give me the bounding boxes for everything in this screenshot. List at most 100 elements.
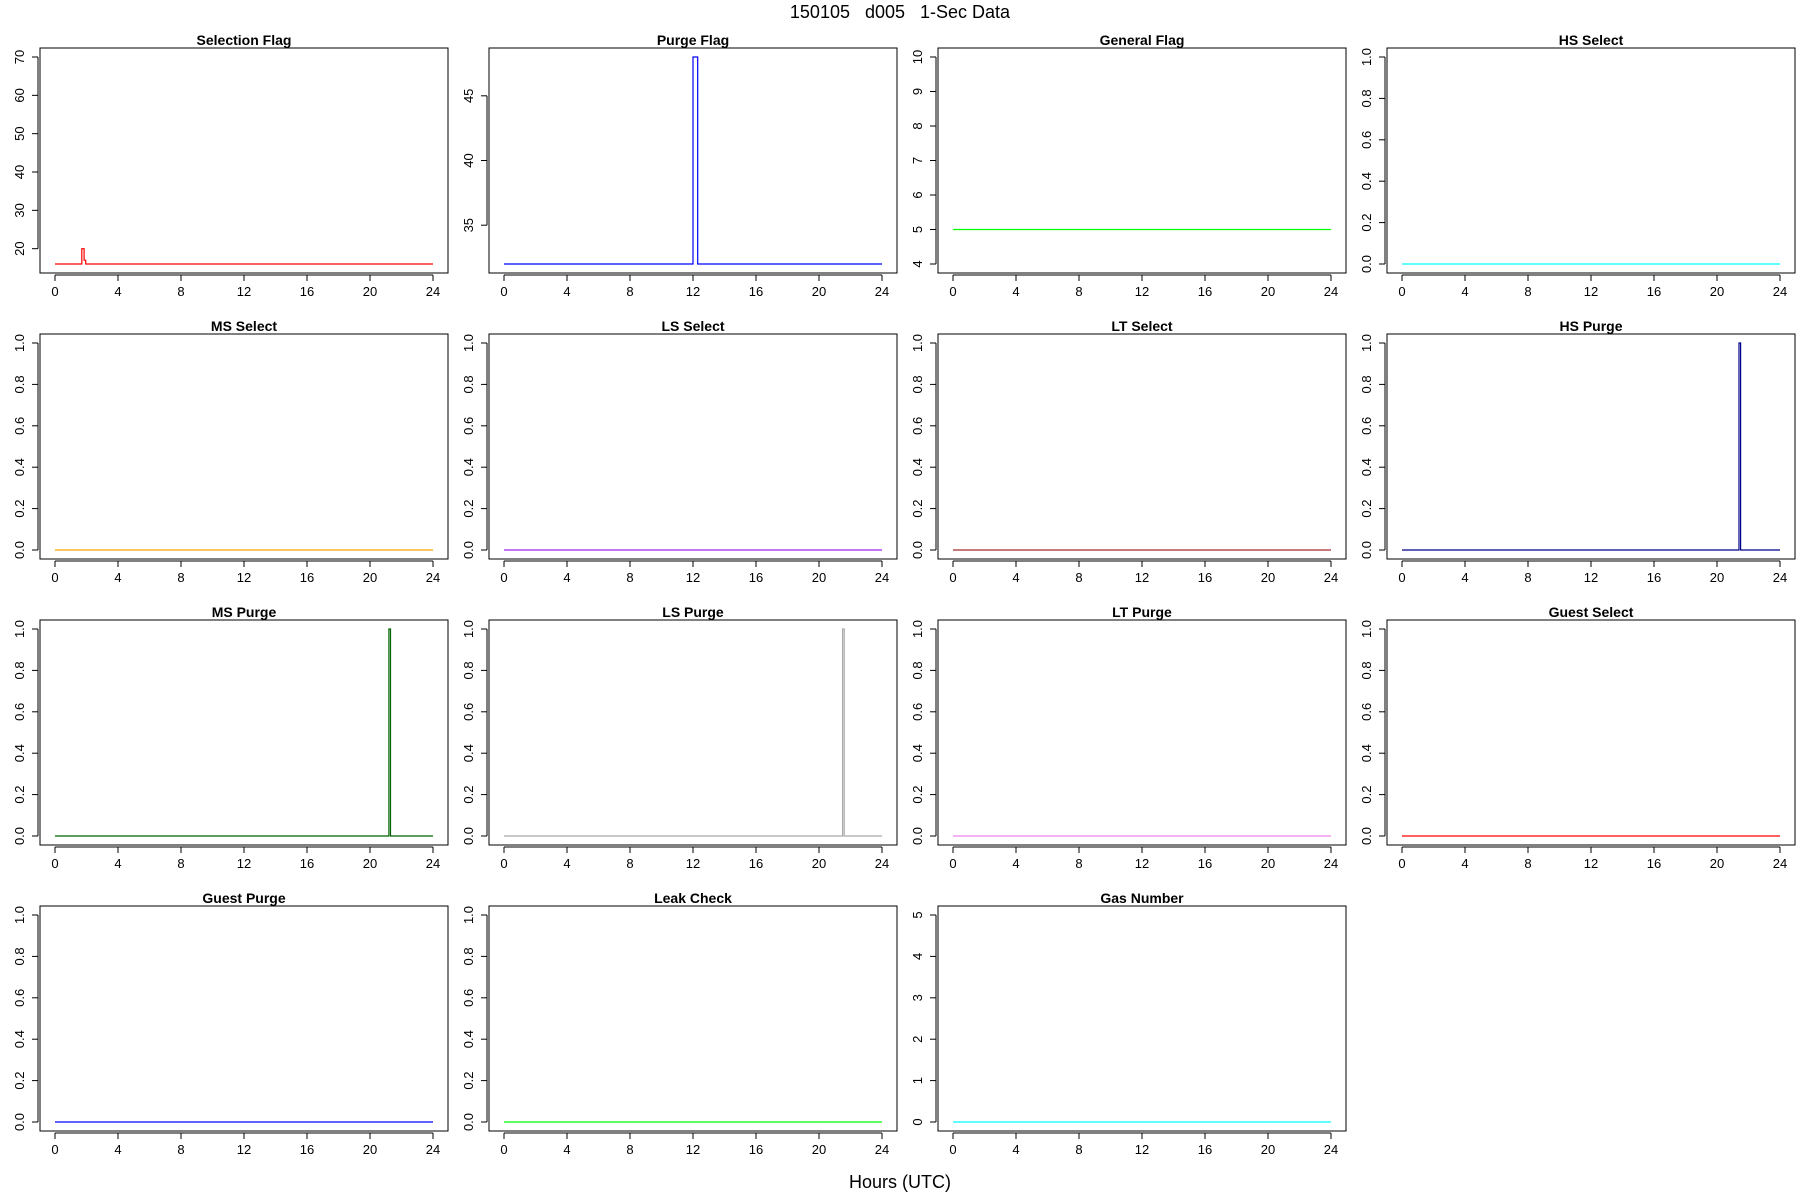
y-tick-label: 10 [910,50,925,64]
y-tick-label: 6 [910,191,925,198]
x-tick-label: 4 [1012,1142,1019,1157]
x-tick-label: 16 [300,570,314,585]
y-tick-label: 0.0 [1359,255,1374,273]
x-tick-label: 12 [686,1142,700,1157]
x-tick-label: 4 [563,570,570,585]
y-tick-label: 3 [910,994,925,1001]
plot-box [937,47,1347,274]
x-tick-label: 16 [1198,1142,1212,1157]
y-tick-label: 0.8 [461,375,476,393]
y-tick-label: 0.0 [12,1113,27,1131]
x-tick-label: 8 [177,570,184,585]
y-tick-label: 0.0 [1359,541,1374,559]
x-tick-label: 20 [812,570,826,585]
panel-purge-flag: Purge Flag 0 4 8 12 16 20 24 35 40 45 [461,32,898,299]
x-tick-label: 8 [626,284,633,299]
x-tick-label: 16 [1198,570,1212,585]
plot-box [488,47,898,274]
panel-lt-purge: LT Purge 0 4 8 12 16 20 24 0.0 0.2 0.4 0.6 0.8 1.0 [910,604,1347,871]
x-tick-label: 20 [1261,570,1275,585]
y-tick-label: 0.4 [12,1030,27,1048]
x-tick-label: 8 [1075,570,1082,585]
x-tick-label: 8 [626,1142,633,1157]
x-tick-label: 20 [363,284,377,299]
y-tick-label: 2 [910,1036,925,1043]
y-tick-label: 1.0 [12,620,27,638]
x-tick-label: 0 [949,284,956,299]
x-tick-label: 24 [1324,570,1338,585]
x-tick-label: 16 [749,1142,763,1157]
y-tick-label: 0.4 [910,458,925,476]
panel-title: LT Purge [1112,604,1172,620]
panel-title: LS Purge [662,604,724,620]
y-tick-label: 0.2 [1359,500,1374,518]
x-tick-label: 24 [1324,856,1338,871]
x-tick-label: 0 [949,570,956,585]
panel-lt-select: LT Select 0 4 8 12 16 20 24 0.0 0.2 0.4 0.6 0.8 1.0 [910,318,1347,585]
x-tick-label: 20 [363,570,377,585]
x-tick-label: 8 [1524,570,1531,585]
y-tick-label: 0.6 [910,703,925,721]
x-tick-label: 0 [51,856,58,871]
y-tick-label: 0.4 [1359,744,1374,762]
panel-title: HS Purge [1559,318,1622,334]
x-tick-label: 16 [300,856,314,871]
x-tick-label: 16 [300,284,314,299]
x-tick-label: 12 [237,570,251,585]
y-tick-label: 1.0 [12,906,27,924]
x-tick-label: 0 [500,1142,507,1157]
series-line [1402,342,1780,551]
y-tick-label: 40 [12,165,27,179]
x-tick-label: 12 [1135,284,1149,299]
plot-box [1386,333,1796,560]
y-tick-label: 0.2 [12,500,27,518]
y-tick-label: 0.6 [461,989,476,1007]
x-tick-label: 24 [1773,570,1787,585]
y-tick-label: 0.6 [1359,703,1374,721]
x-tick-label: 24 [1324,284,1338,299]
panel-title: Purge Flag [657,32,729,48]
x-tick-label: 0 [1398,570,1405,585]
panel-title: Selection Flag [197,32,292,48]
y-tick-label: 1.0 [910,620,925,638]
y-tick-label: 0.4 [461,1030,476,1048]
panel-ls-purge: LS Purge 0 4 8 12 16 20 24 0.0 0.2 0.4 0.6 0.8 1.0 [461,604,898,871]
x-tick-label: 12 [1584,570,1598,585]
y-tick-label: 60 [12,88,27,102]
x-tick-label: 20 [1261,1142,1275,1157]
panel-title: HS Select [1559,32,1624,48]
x-tick-label: 12 [1584,284,1598,299]
y-tick-label: 0.2 [1359,786,1374,804]
x-tick-label: 20 [812,1142,826,1157]
x-tick-label: 4 [1461,284,1468,299]
y-tick-label: 1.0 [1359,620,1374,638]
y-tick-label: 0.8 [12,375,27,393]
x-tick-label: 12 [1135,570,1149,585]
panel-hs-select: HS Select 0 4 8 12 16 20 24 0.0 0.2 0.4 0.6 0.8 1.0 [1359,32,1796,299]
panel-title: Guest Purge [202,890,285,906]
y-tick-label: 4 [910,260,925,267]
x-tick-label: 16 [1647,284,1661,299]
x-tick-label: 8 [626,856,633,871]
y-tick-label: 4 [910,953,925,960]
x-tick-label: 20 [812,284,826,299]
x-tick-label: 0 [500,856,507,871]
x-tick-label: 8 [177,856,184,871]
x-tick-label: 24 [875,856,889,871]
plot-box [39,333,449,560]
plot-box [488,619,898,846]
figure-title: 150105 d005 1-Sec Data [789,2,1011,22]
y-tick-label: 0.8 [461,661,476,679]
x-tick-label: 16 [1198,284,1212,299]
panel-leak-check: Leak Check 0 4 8 12 16 20 24 0.0 0.2 0.4 0.6 0.8 1.0 [461,890,898,1157]
panel-title: Guest Select [1549,604,1634,620]
x-tick-label: 0 [51,284,58,299]
x-tick-label: 20 [363,856,377,871]
panel-title: MS Select [211,318,277,334]
y-tick-label: 0.4 [910,744,925,762]
y-tick-label: 1.0 [910,334,925,352]
y-tick-label: 1.0 [1359,48,1374,66]
x-tick-label: 24 [1773,856,1787,871]
plot-box [488,333,898,560]
x-tick-label: 20 [812,856,826,871]
